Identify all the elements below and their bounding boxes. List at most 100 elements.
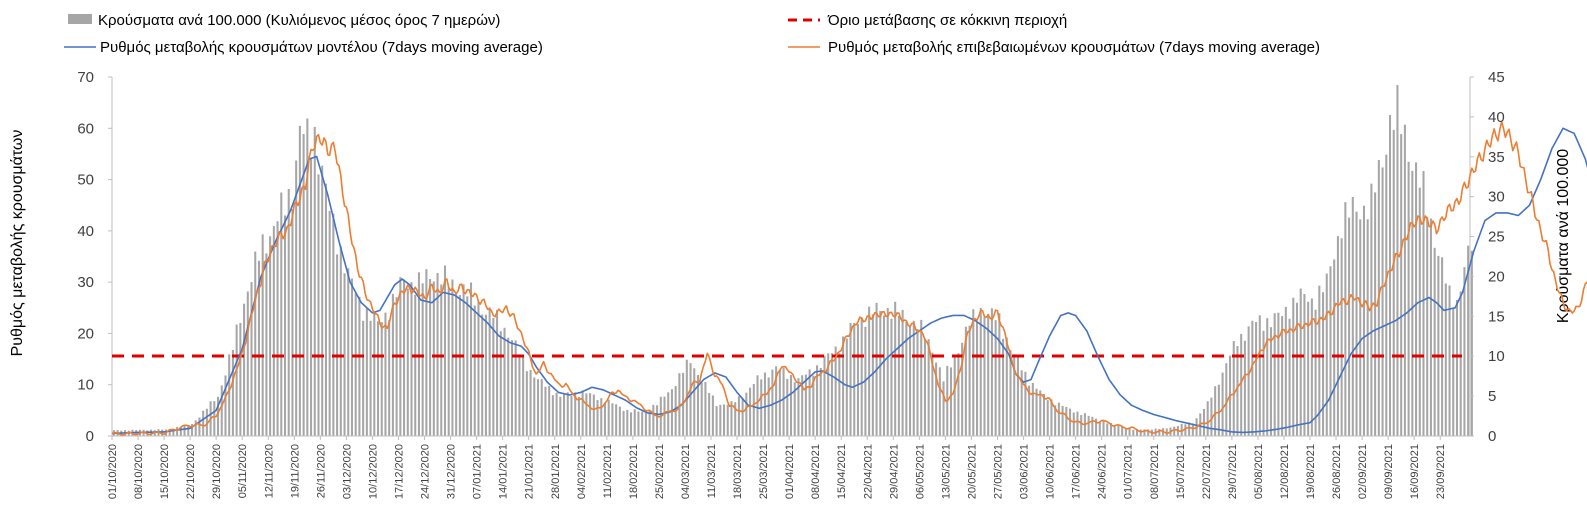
bar bbox=[1374, 192, 1377, 436]
bar bbox=[823, 355, 826, 436]
x-tick-label: 22/07/2021 bbox=[1201, 444, 1213, 499]
bar bbox=[905, 321, 908, 436]
bar bbox=[667, 392, 670, 436]
bar bbox=[1113, 424, 1116, 436]
bar bbox=[909, 326, 912, 436]
bar bbox=[507, 337, 510, 436]
bar bbox=[931, 352, 934, 436]
bar bbox=[1121, 426, 1124, 436]
bar bbox=[410, 282, 413, 436]
bar bbox=[1236, 346, 1239, 436]
bar bbox=[1184, 424, 1187, 436]
x-tick-label: 29/10/2020 bbox=[211, 444, 223, 499]
bar bbox=[533, 377, 536, 436]
bar bbox=[1217, 384, 1220, 436]
bar bbox=[987, 313, 990, 436]
bar bbox=[1362, 205, 1365, 436]
bar bbox=[838, 353, 841, 436]
bar bbox=[600, 398, 603, 436]
bar bbox=[1076, 411, 1079, 436]
bar bbox=[715, 406, 718, 436]
bar bbox=[711, 395, 714, 436]
bar bbox=[563, 394, 566, 436]
bar bbox=[510, 340, 513, 436]
bar bbox=[365, 308, 368, 436]
bar bbox=[656, 405, 659, 436]
bar bbox=[190, 424, 194, 436]
bar bbox=[752, 384, 755, 436]
x-tick-label: 27/05/2021 bbox=[992, 444, 1004, 499]
bar bbox=[763, 372, 766, 436]
bar bbox=[953, 355, 956, 436]
bar bbox=[1448, 285, 1451, 436]
bar bbox=[548, 385, 551, 436]
bar bbox=[1396, 85, 1399, 436]
y-right-tick-label: 20 bbox=[1488, 268, 1505, 285]
bar bbox=[1370, 183, 1373, 436]
bar bbox=[473, 305, 476, 436]
bar bbox=[481, 314, 484, 436]
bar bbox=[1005, 337, 1008, 436]
bar bbox=[466, 296, 469, 436]
x-tick-label: 14/01/2021 bbox=[498, 444, 510, 499]
bar bbox=[797, 378, 800, 436]
bar bbox=[1188, 422, 1191, 436]
x-tick-label: 20/05/2021 bbox=[966, 444, 978, 499]
y-left-tick-label: 20 bbox=[77, 325, 94, 342]
bar bbox=[1061, 405, 1064, 436]
x-tick-label: 11/02/2021 bbox=[602, 444, 614, 498]
bar bbox=[830, 353, 833, 436]
bar bbox=[741, 398, 744, 436]
bars-layer bbox=[112, 85, 1473, 437]
bar bbox=[1109, 422, 1112, 436]
bar bbox=[1400, 134, 1403, 437]
bar bbox=[529, 369, 532, 436]
bar bbox=[1388, 115, 1392, 436]
bar bbox=[1366, 219, 1369, 436]
y-right-tick-label: 40 bbox=[1488, 109, 1505, 126]
bar bbox=[1355, 211, 1358, 436]
bar bbox=[719, 404, 722, 436]
bar bbox=[819, 367, 822, 436]
bar bbox=[239, 322, 242, 436]
y-right-tick-label: 10 bbox=[1488, 348, 1505, 365]
bar bbox=[1243, 340, 1246, 436]
legend-threshold-label: Όριο μετάβασης σε κόκκινη περιοχή bbox=[827, 12, 1067, 29]
bar bbox=[168, 428, 171, 436]
bar bbox=[637, 411, 640, 436]
bar bbox=[1329, 266, 1332, 436]
bar bbox=[1310, 298, 1313, 436]
bar bbox=[1433, 247, 1436, 436]
bar bbox=[648, 410, 651, 436]
bar bbox=[923, 338, 926, 436]
bar bbox=[1470, 250, 1473, 436]
bar bbox=[1132, 429, 1135, 436]
legend-bars-swatch bbox=[68, 14, 92, 24]
x-tick-label: 17/12/2020 bbox=[393, 444, 405, 499]
x-tick-label: 15/07/2021 bbox=[1175, 444, 1187, 499]
bar bbox=[789, 375, 793, 436]
bar bbox=[496, 309, 499, 436]
bar bbox=[827, 353, 830, 436]
bar bbox=[499, 331, 502, 436]
bar bbox=[551, 395, 554, 436]
bar bbox=[250, 282, 253, 436]
bar bbox=[641, 411, 644, 436]
bar bbox=[1325, 273, 1328, 436]
bar bbox=[927, 339, 930, 436]
bar bbox=[1441, 257, 1444, 436]
bar bbox=[377, 321, 380, 436]
bar bbox=[700, 382, 703, 436]
bar bbox=[220, 385, 223, 436]
bar bbox=[1117, 425, 1120, 436]
bar bbox=[882, 315, 886, 436]
bar bbox=[1147, 429, 1150, 436]
bar bbox=[1426, 216, 1429, 436]
bar bbox=[287, 188, 290, 436]
bar bbox=[767, 377, 770, 436]
bar bbox=[310, 157, 313, 436]
bar bbox=[916, 329, 919, 436]
bar bbox=[1258, 315, 1261, 436]
x-tick-label: 09/09/2021 bbox=[1383, 444, 1395, 499]
bar bbox=[618, 406, 621, 436]
